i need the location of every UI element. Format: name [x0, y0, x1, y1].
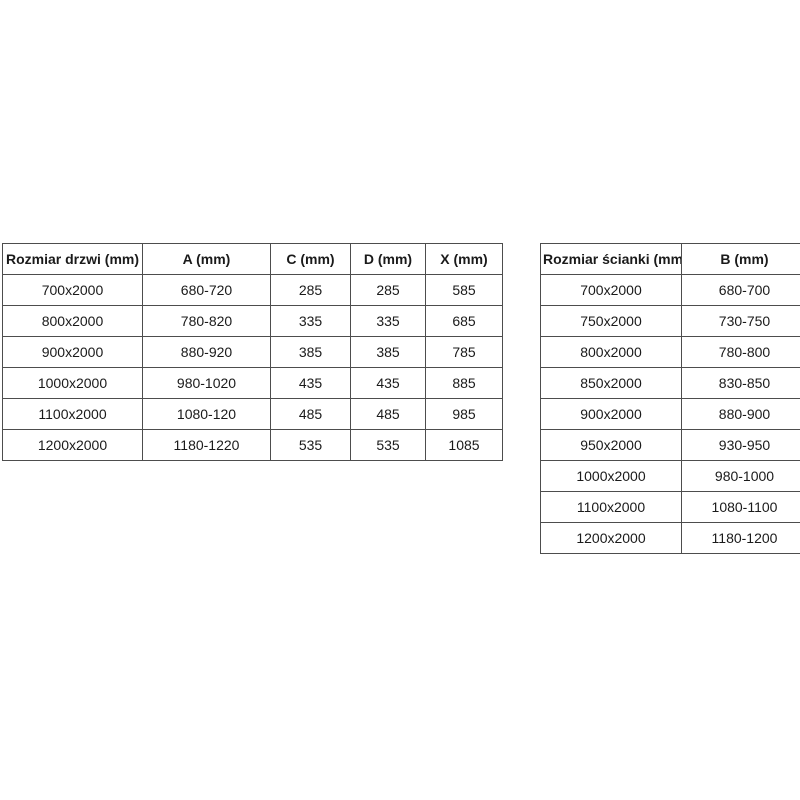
wall-sizes-table-row-3: 850x2000 830-850: [540, 367, 800, 399]
door-sizes-table: Rozmiar drzwi (mm) A (mm) C (mm) D (mm) X (m…: [2, 243, 503, 461]
door-sizes-table-cell: 785: [425, 336, 503, 368]
door-sizes-table-cell: 335: [350, 305, 426, 337]
door-sizes-table-header-1: A (mm): [142, 243, 271, 275]
wall-sizes-table-header-0: Rozmiar ścianki (mm): [540, 243, 682, 275]
wall-sizes-table-cell: 750x2000: [540, 305, 682, 337]
door-sizes-table-cell: 285: [350, 274, 426, 306]
door-sizes-table-header-3: D (mm): [350, 243, 426, 275]
wall-sizes-table-cell: 830-850: [681, 367, 800, 399]
door-sizes-table-header-0: Rozmiar drzwi (mm): [2, 243, 143, 275]
wall-sizes-table-cell: 700x2000: [540, 274, 682, 306]
wall-sizes-table-row-1: 750x2000 730-750: [540, 305, 800, 337]
wall-sizes-table-row-2: 800x2000 780-800: [540, 336, 800, 368]
door-sizes-table-cell: 435: [350, 367, 426, 399]
door-sizes-table-cell: 1080-120: [142, 398, 271, 430]
door-sizes-table-cell: 900x2000: [2, 336, 143, 368]
wall-sizes-table-cell: 950x2000: [540, 429, 682, 461]
door-sizes-table-cell: 335: [270, 305, 351, 337]
door-sizes-table-cell: 485: [270, 398, 351, 430]
wall-sizes-table-row-5: 950x2000 930-950: [540, 429, 800, 461]
door-sizes-table-cell: 1085: [425, 429, 503, 461]
door-sizes-table-cell: 1000x2000: [2, 367, 143, 399]
wall-sizes-table-row-7: 1100x2000 1080-1100: [540, 491, 800, 523]
wall-sizes-table-cell: 850x2000: [540, 367, 682, 399]
door-sizes-table-cell: 1100x2000: [2, 398, 143, 430]
door-sizes-table-row-4: 1100x2000 1080-120 485 485 985: [2, 398, 503, 430]
door-sizes-table-row-0: 700x2000 680-720 285 285 585: [2, 274, 503, 306]
door-sizes-table-cell: 885: [425, 367, 503, 399]
door-sizes-table-cell: 585: [425, 274, 503, 306]
door-sizes-table-cell: 535: [350, 429, 426, 461]
door-sizes-table-cell: 435: [270, 367, 351, 399]
door-sizes-table-row-3: 1000x2000 980-1020 435 435 885: [2, 367, 503, 399]
wall-sizes-table-row-0: 700x2000 680-700: [540, 274, 800, 306]
door-sizes-table-cell: 780-820: [142, 305, 271, 337]
wall-sizes-table-cell: 1000x2000: [540, 460, 682, 492]
wall-sizes-table: Rozmiar ścianki (mm) B (mm) 700x2000 680-70…: [540, 243, 800, 554]
wall-sizes-table-cell: 780-800: [681, 336, 800, 368]
door-sizes-table-row-5: 1200x2000 1180-1220 535 535 1085: [2, 429, 503, 461]
door-sizes-table-cell: 800x2000: [2, 305, 143, 337]
wall-sizes-table-header-row: Rozmiar ścianki (mm) B (mm): [540, 243, 800, 275]
door-sizes-table-row-1: 800x2000 780-820 335 335 685: [2, 305, 503, 337]
wall-sizes-table-cell: 900x2000: [540, 398, 682, 430]
door-sizes-table-cell: 680-720: [142, 274, 271, 306]
door-sizes-table-header-row: Rozmiar drzwi (mm) A (mm) C (mm) D (mm) X (m…: [2, 243, 503, 275]
wall-sizes-table-cell: 1080-1100: [681, 491, 800, 523]
door-sizes-table-cell: 535: [270, 429, 351, 461]
door-sizes-table-header-4: X (mm): [425, 243, 503, 275]
door-sizes-table-cell: 1180-1220: [142, 429, 271, 461]
wall-sizes-table-cell: 1200x2000: [540, 522, 682, 554]
wall-sizes-table-row-4: 900x2000 880-900: [540, 398, 800, 430]
wall-sizes-table-cell: 680-700: [681, 274, 800, 306]
door-sizes-table-cell: 700x2000: [2, 274, 143, 306]
wall-sizes-table-cell: 930-950: [681, 429, 800, 461]
door-sizes-table-cell: 685: [425, 305, 503, 337]
wall-sizes-table-cell: 1100x2000: [540, 491, 682, 523]
door-sizes-table-cell: 285: [270, 274, 351, 306]
door-sizes-table-cell: 980-1020: [142, 367, 271, 399]
door-sizes-table-cell: 880-920: [142, 336, 271, 368]
wall-sizes-table-header-1: B (mm): [681, 243, 800, 275]
door-sizes-table-cell: 1200x2000: [2, 429, 143, 461]
door-sizes-table-cell: 385: [350, 336, 426, 368]
wall-sizes-table-cell: 1180-1200: [681, 522, 800, 554]
wall-sizes-table-cell: 730-750: [681, 305, 800, 337]
wall-sizes-table-row-6: 1000x2000 980-1000: [540, 460, 800, 492]
door-sizes-table-header-2: C (mm): [270, 243, 351, 275]
wall-sizes-table-cell: 800x2000: [540, 336, 682, 368]
door-sizes-table-cell: 485: [350, 398, 426, 430]
wall-sizes-table-cell: 980-1000: [681, 460, 800, 492]
wall-sizes-table-row-8: 1200x2000 1180-1200: [540, 522, 800, 554]
door-sizes-table-row-2: 900x2000 880-920 385 385 785: [2, 336, 503, 368]
wall-sizes-table-cell: 880-900: [681, 398, 800, 430]
door-sizes-table-cell: 385: [270, 336, 351, 368]
door-sizes-table-cell: 985: [425, 398, 503, 430]
